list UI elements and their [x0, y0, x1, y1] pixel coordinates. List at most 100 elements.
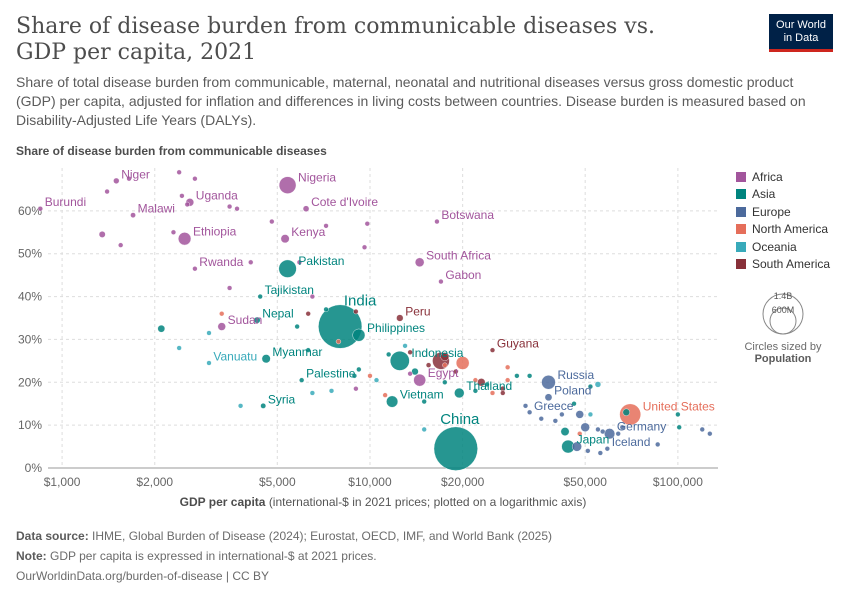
data-point[interactable]	[309, 293, 315, 300]
point-thailand[interactable]	[454, 387, 465, 399]
data-point[interactable]	[489, 390, 496, 396]
data-point[interactable]	[126, 176, 132, 182]
data-point[interactable]	[455, 356, 470, 370]
point-vanuatu[interactable]	[206, 360, 212, 366]
point-russia[interactable]	[541, 375, 556, 390]
data-point[interactable]	[305, 311, 311, 317]
data-point[interactable]	[594, 381, 602, 388]
data-point[interactable]	[552, 418, 558, 424]
data-point[interactable]	[294, 323, 300, 330]
data-point[interactable]	[675, 411, 681, 418]
data-point[interactable]	[192, 176, 198, 182]
point-rwanda[interactable]	[192, 266, 198, 272]
data-point[interactable]	[206, 330, 212, 336]
point-palestine[interactable]	[299, 377, 305, 383]
point-indonesia[interactable]	[390, 351, 410, 371]
point-nigeria[interactable]	[278, 176, 297, 194]
data-point[interactable]	[484, 381, 490, 388]
point-iceland[interactable]	[604, 446, 610, 452]
data-point[interactable]	[382, 392, 388, 398]
data-point[interactable]	[361, 244, 368, 250]
data-point[interactable]	[421, 426, 427, 433]
data-point[interactable]	[248, 259, 254, 265]
data-point[interactable]	[309, 390, 315, 396]
data-point[interactable]	[472, 388, 479, 394]
point-peru[interactable]	[396, 314, 404, 322]
data-point[interactable]	[353, 308, 359, 315]
point-ethiopia[interactable]	[178, 232, 192, 246]
data-point[interactable]	[179, 193, 185, 199]
legend-item-europe[interactable]: Europe	[736, 203, 830, 221]
data-point[interactable]	[577, 431, 583, 437]
data-point[interactable]	[514, 373, 520, 379]
data-point[interactable]	[237, 403, 244, 409]
data-point[interactable]	[364, 221, 370, 227]
data-point[interactable]	[615, 431, 621, 437]
point-nepal[interactable]	[253, 316, 261, 324]
data-point[interactable]	[184, 201, 190, 208]
data-point[interactable]	[353, 386, 359, 392]
data-point[interactable]	[527, 373, 533, 379]
data-point[interactable]	[472, 377, 479, 383]
data-point[interactable]	[425, 362, 432, 368]
data-point[interactable]	[505, 377, 511, 383]
data-point[interactable]	[500, 390, 506, 396]
point-tajikistan[interactable]	[257, 293, 263, 300]
data-point[interactable]	[407, 371, 413, 377]
data-point[interactable]	[402, 343, 408, 349]
legend-item-asia[interactable]: Asia	[736, 186, 830, 204]
point-botswana[interactable]	[434, 218, 440, 225]
point-malawi[interactable]	[130, 212, 136, 218]
data-point[interactable]	[676, 424, 682, 430]
legend-item-africa[interactable]: Africa	[736, 168, 830, 186]
data-point[interactable]	[587, 383, 594, 390]
data-point[interactable]	[699, 426, 705, 433]
data-point[interactable]	[575, 410, 584, 419]
data-point[interactable]	[227, 203, 233, 210]
data-point[interactable]	[176, 169, 182, 175]
data-point[interactable]	[176, 345, 182, 351]
point-burundi[interactable]	[37, 206, 43, 212]
point-china[interactable]	[433, 426, 478, 471]
data-point[interactable]	[600, 428, 606, 435]
data-point[interactable]	[157, 324, 166, 333]
data-point[interactable]	[560, 427, 570, 436]
point-greece[interactable]	[527, 409, 533, 415]
legend-item-south-america[interactable]: South America	[736, 256, 830, 274]
point-cote-d-ivoire[interactable]	[302, 205, 310, 212]
data-point[interactable]	[351, 373, 357, 379]
data-point[interactable]	[328, 388, 335, 394]
data-point[interactable]	[453, 368, 459, 375]
data-point[interactable]	[559, 411, 565, 418]
point-niger[interactable]	[113, 177, 120, 184]
point-syria[interactable]	[260, 402, 267, 409]
data-point[interactable]	[585, 448, 591, 454]
point-south-africa[interactable]	[414, 257, 425, 267]
data-point[interactable]	[707, 431, 713, 437]
data-point[interactable]	[296, 259, 303, 265]
data-point[interactable]	[442, 379, 448, 385]
data-point[interactable]	[442, 362, 448, 368]
data-point[interactable]	[356, 366, 362, 373]
data-point[interactable]	[98, 231, 106, 238]
footer-url[interactable]: OurWorldinData.org/burden-of-disease | C…	[16, 569, 270, 583]
data-point[interactable]	[505, 364, 511, 370]
data-point[interactable]	[597, 450, 603, 456]
point-vietnam[interactable]	[386, 395, 399, 408]
point-gabon[interactable]	[438, 278, 444, 285]
data-point[interactable]	[580, 422, 590, 432]
data-point[interactable]	[421, 398, 427, 405]
point-guyana[interactable]	[489, 347, 496, 353]
data-point[interactable]	[367, 373, 373, 379]
point-philippines[interactable]	[352, 328, 366, 342]
data-point[interactable]	[522, 403, 529, 409]
data-point[interactable]	[595, 426, 601, 433]
data-point[interactable]	[227, 285, 233, 291]
data-point[interactable]	[587, 411, 594, 418]
legend-item-oceania[interactable]: Oceania	[736, 238, 830, 256]
point-germany[interactable]	[604, 428, 616, 440]
data-point[interactable]	[118, 242, 124, 248]
point-egypt[interactable]	[413, 373, 426, 387]
point-sudan[interactable]	[217, 322, 226, 331]
data-point[interactable]	[234, 206, 240, 212]
